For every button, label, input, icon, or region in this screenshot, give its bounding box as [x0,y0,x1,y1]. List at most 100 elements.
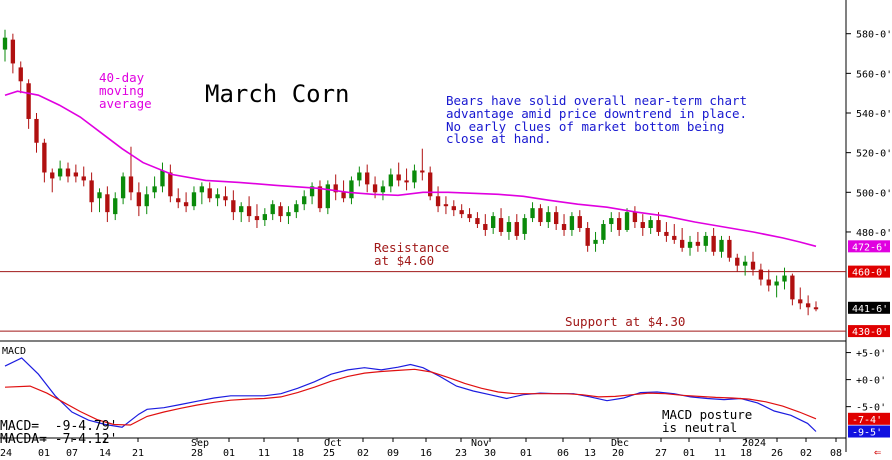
date-tick-label: 02 [800,448,812,459]
date-tick-label: 24 [0,448,12,459]
date-tick-label: 01 [223,448,235,459]
candle-body [207,188,212,199]
candle-body [483,224,488,230]
candle-body [577,216,582,228]
macd-tag-bg [848,412,890,425]
candle-body [538,208,543,223]
candle-body [89,180,94,203]
candle-body [428,172,433,197]
candle-body [420,170,425,173]
candle-body [766,279,771,286]
candle-body [805,303,811,308]
candle-body [113,198,118,215]
candle-body [593,239,598,244]
candle-body [735,257,740,266]
candle-body [254,216,260,221]
candle-body [57,168,63,177]
candle-body [435,196,441,207]
candle-body [278,206,283,217]
month-label: Oct [324,438,342,449]
price-tag: 430-0' [852,327,888,338]
candle-body [168,172,173,197]
date-tick-label: 06 [557,448,569,459]
commentary-text: Bears have solid overall near-term chart… [446,93,748,147]
candle-body [286,212,291,217]
scroll-arrow-icon[interactable]: ⇐ [874,445,882,459]
candle-body [648,220,653,228]
candle-body [514,222,519,236]
candle-body [42,142,47,173]
candle-body [349,180,354,199]
candle-body [144,194,149,207]
candle-body [656,220,661,232]
candle-body [152,186,157,193]
date-tick-label: 20 [612,448,624,459]
candle-body [813,307,819,310]
candle-body [632,212,638,223]
macd-readout: MACD= -9-4.79' MACDA= -7-4.12' [0,419,118,448]
candle-body [404,180,409,183]
candle-body [459,210,464,215]
candle-body [388,174,393,187]
candle-body [231,200,236,213]
date-tick-label: 01 [38,448,50,459]
candle-body [561,224,567,230]
macd-signal-line [4,368,817,426]
candle-body [711,235,716,252]
candle-body [451,206,456,211]
candle-body [50,172,55,179]
price-tag-bg [848,325,890,338]
price-tick-label: 480-0' [856,228,892,239]
candle-body [325,184,330,209]
candle-body [372,184,378,193]
month-label: Nov [471,438,489,449]
macd-tick-label: +0-0' [856,376,886,387]
moving-average-note: 40-day moving average [99,70,152,111]
candle-body [624,212,630,230]
candle-body [270,204,275,215]
candle-body [239,206,244,213]
candle-body [475,218,480,225]
price-tick-label: 500-0' [856,188,892,199]
candle-body [412,170,417,183]
candle-body [317,186,323,209]
date-tick-label: 01 [520,448,532,459]
candle-body [10,39,16,64]
candle-body [758,269,764,280]
date-tick-label: 30 [484,448,496,459]
candle-body [703,235,708,246]
date-tick-label: 14 [99,448,111,459]
candle-body [467,214,472,219]
date-tick-label: 16 [420,448,432,459]
candle-body [34,118,39,143]
macd-tag: -9-5' [852,428,882,439]
price-tick-label: 580-0' [856,30,892,41]
candle-body [26,83,31,119]
candle-body [798,299,803,304]
date-tick-label: 09 [387,448,399,459]
date-tick-label: 28 [191,448,203,459]
date-tick-label: 08 [830,448,842,459]
candle-body [223,196,228,201]
candle-body [491,216,496,228]
date-tick-label: 26 [771,448,783,459]
price-tag: 460-0' [852,268,888,279]
candle-body [246,206,252,217]
price-tick-label: 520-0' [856,149,892,160]
candle-body [506,222,512,232]
candle-body [309,186,315,197]
date-tick-label: 01 [683,448,695,459]
price-tag: 441-6' [852,304,888,315]
macd-tick-label: +5-0' [856,349,886,360]
candle-body [443,204,449,207]
date-tick-label: 13 [584,448,596,459]
date-tick-label: 18 [740,448,752,459]
candle-body [120,176,126,199]
candle-body [191,192,197,207]
candle-body [774,281,779,286]
candle-body [341,192,346,199]
date-tick-label: 18 [292,448,304,459]
date-tick-label: 07 [66,448,78,459]
